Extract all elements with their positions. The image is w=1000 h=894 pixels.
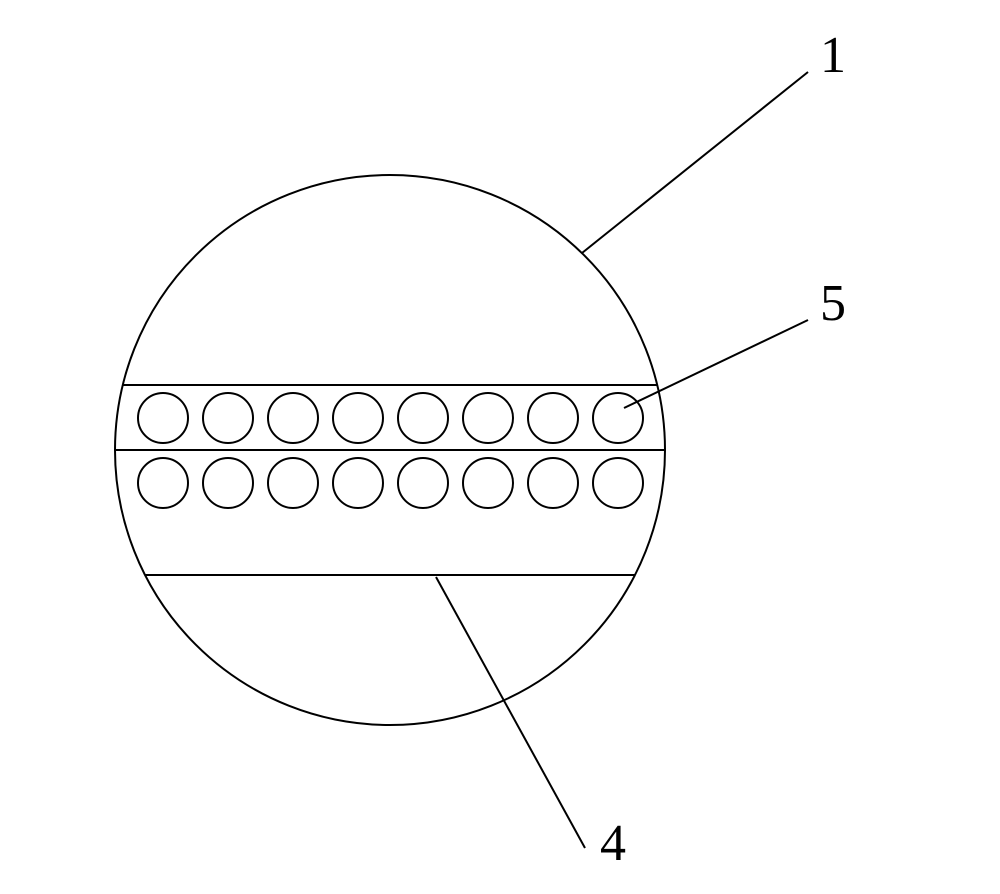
hole-circle-row2-5 xyxy=(398,458,448,508)
hole-circle-row2-4 xyxy=(333,458,383,508)
diagram-svg xyxy=(0,0,1000,894)
hole-circle-row1-3 xyxy=(268,393,318,443)
hole-circle-row2-8 xyxy=(593,458,643,508)
hole-circle-row2-1 xyxy=(138,458,188,508)
diagram-stage: 1 5 4 xyxy=(0,0,1000,894)
hole-circle-row1-2 xyxy=(203,393,253,443)
hole-circle-row1-7 xyxy=(528,393,578,443)
hole-circle-row1-4 xyxy=(333,393,383,443)
hole-circle-row2-7 xyxy=(528,458,578,508)
callout-label-5: 5 xyxy=(820,278,846,330)
hole-circle-row2-6 xyxy=(463,458,513,508)
hole-circle-row1-8 xyxy=(593,393,643,443)
hole-circle-row1-6 xyxy=(463,393,513,443)
hole-circle-row1-5 xyxy=(398,393,448,443)
callout-label-1: 1 xyxy=(820,30,846,82)
hole-circle-row2-2 xyxy=(203,458,253,508)
hole-circle-row2-3 xyxy=(268,458,318,508)
callout-line-4 xyxy=(436,577,585,848)
hole-circle-row1-1 xyxy=(138,393,188,443)
callout-label-4: 4 xyxy=(600,818,626,870)
callout-line-1 xyxy=(582,72,808,253)
